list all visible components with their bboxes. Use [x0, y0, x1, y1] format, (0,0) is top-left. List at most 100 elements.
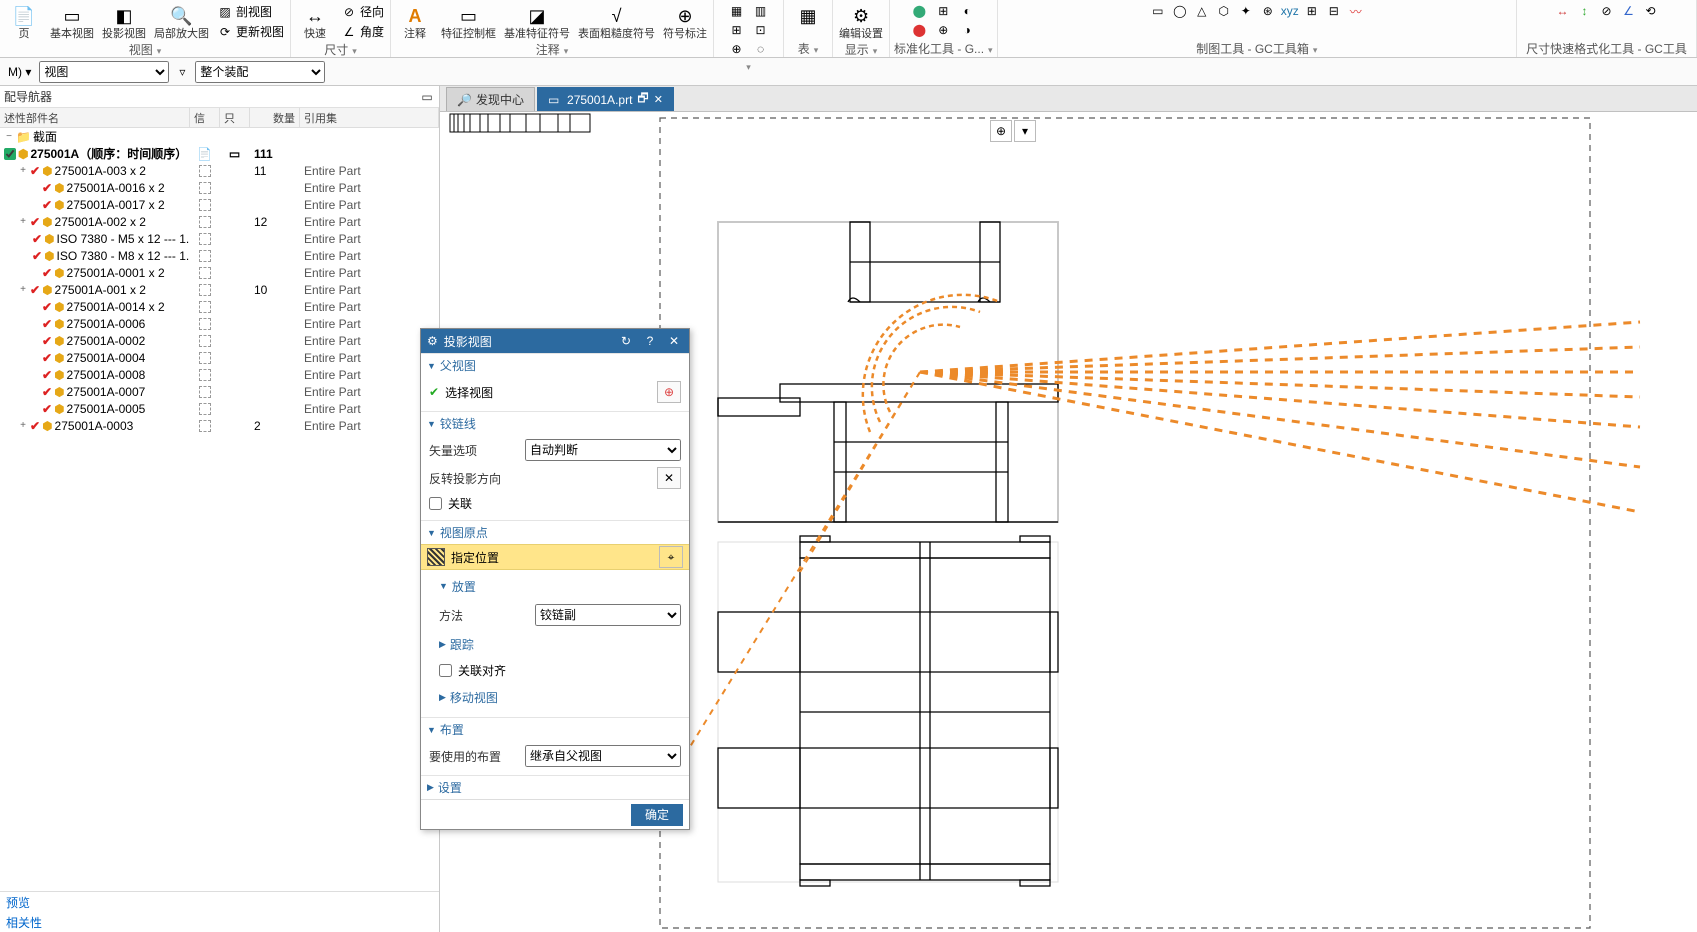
tree-row[interactable]: ✔⬢275001A-0005Entire Part	[0, 400, 439, 417]
navigator-close-icon[interactable]: ▭	[419, 89, 435, 105]
misc-4[interactable]: ▥	[751, 2, 771, 20]
filter-icon[interactable]: ▿	[173, 63, 191, 81]
dialog-titlebar[interactable]: ⚙ 投影视图 ↻ ? ✕	[421, 329, 689, 353]
df-5[interactable]: ⟲	[1641, 2, 1661, 20]
base-view-button[interactable]: ▭基本视图	[48, 2, 96, 42]
surface-finish-button[interactable]: √表面粗糙度符号	[576, 2, 657, 42]
page-button[interactable]: 📄页	[4, 2, 44, 42]
tab-part[interactable]: ▭275001A.prt🗗✕	[537, 87, 674, 111]
section-parent-view[interactable]: ▼父视图	[421, 353, 689, 377]
dialog-help-icon[interactable]: ?	[641, 332, 659, 350]
detail-view-button[interactable]: 🔍局部放大图	[152, 2, 211, 42]
tree-row[interactable]: ✔⬢275001A-0006Entire Part	[0, 315, 439, 332]
df-4[interactable]: ∠	[1619, 2, 1639, 20]
misc-2[interactable]: ⊞	[727, 21, 747, 39]
dialog-reset-icon[interactable]: ↻	[617, 332, 635, 350]
std-6[interactable]: ◑	[957, 21, 977, 39]
std-5[interactable]: ◐	[957, 2, 977, 20]
dt-6[interactable]: ⊛	[1258, 2, 1278, 20]
angle-dim-button[interactable]: ∠角度	[339, 22, 386, 41]
dt-8[interactable]: ⊞	[1302, 2, 1322, 20]
ok-button[interactable]: 确定	[631, 804, 683, 826]
tree-row[interactable]: ✔⬢275001A-0002Entire Part	[0, 332, 439, 349]
std-2[interactable]: ⬤	[909, 21, 929, 39]
tab-close-icon[interactable]: ✕	[654, 93, 663, 106]
col-info[interactable]: 信息	[190, 108, 220, 127]
tree-row[interactable]: +✔⬢275001A-001 x 210Entire Part	[0, 281, 439, 298]
df-1[interactable]: ↔	[1553, 2, 1573, 20]
rapid-dim-button[interactable]: ↔快速	[295, 2, 335, 42]
edit-settings-button[interactable]: ⚙编辑设置	[837, 2, 885, 42]
tree-row[interactable]: ✔⬢275001A-0008Entire Part	[0, 366, 439, 383]
menu-indicator[interactable]: M) ▾	[4, 65, 35, 79]
filter-select-2[interactable]: 整个装配	[195, 61, 325, 83]
section-place[interactable]: ▼放置	[429, 574, 681, 598]
section-track[interactable]: ▶跟踪	[429, 632, 681, 656]
section-layout[interactable]: ▼布置	[421, 717, 689, 741]
assembly-checkbox[interactable]	[4, 148, 16, 160]
section-hinge[interactable]: ▼铰链线	[421, 411, 689, 435]
dt-9[interactable]: ⊟	[1324, 2, 1344, 20]
specify-position-row[interactable]: 指定位置 ⌖	[421, 544, 689, 570]
fcf-button[interactable]: ▭特征控制框	[439, 2, 498, 42]
dialog-close-icon[interactable]: ✕	[665, 332, 683, 350]
col-ref[interactable]: 引用集	[300, 108, 439, 127]
std-1[interactable]: ⬤	[909, 2, 929, 20]
table-button[interactable]: ▦	[788, 2, 828, 30]
dt-2[interactable]: ◯	[1170, 2, 1190, 20]
dt-1[interactable]: ▭	[1148, 2, 1168, 20]
tree-row[interactable]: ✔⬢275001A-0004Entire Part	[0, 349, 439, 366]
filter-select-1[interactable]: 视图	[39, 61, 169, 83]
tree-row[interactable]: ✔⬢275001A-0014 x 2Entire Part	[0, 298, 439, 315]
note-button[interactable]: A注释	[395, 2, 435, 42]
tree-row[interactable]: ✔⬢275001A-0017 x 2Entire Part	[0, 196, 439, 213]
tree-row[interactable]: +✔⬢275001A-002 x 212Entire Part	[0, 213, 439, 230]
tree-row[interactable]: +✔⬢275001A-00032Entire Part	[0, 417, 439, 434]
dependency-tab[interactable]: 相关性	[0, 912, 439, 932]
tree-row[interactable]: ✔⬢ISO 7380 - M5 x 12 --- 1...Entire Part	[0, 230, 439, 247]
tree-row[interactable]: ✔⬢275001A-0007Entire Part	[0, 383, 439, 400]
misc-6[interactable]: ◌	[751, 40, 771, 58]
tree-row[interactable]: +✔⬢275001A-003 x 211Entire Part	[0, 162, 439, 179]
dt-3[interactable]: △	[1192, 2, 1212, 20]
tree-row[interactable]: ✔⬢275001A-0001 x 2Entire Part	[0, 264, 439, 281]
section-settings[interactable]: ▶设置	[421, 775, 689, 799]
projected-view-button[interactable]: ◧投影视图	[100, 2, 148, 42]
std-3[interactable]: ⊞	[933, 2, 953, 20]
misc-5[interactable]: ⊡	[751, 21, 771, 39]
tab-discovery[interactable]: 🔎发现中心	[446, 87, 535, 111]
radial-dim-button[interactable]: ⊘径向	[339, 2, 386, 21]
preview-tab[interactable]: 预览	[0, 892, 439, 912]
misc-3[interactable]: ⊕	[727, 40, 747, 58]
specify-position-button[interactable]: ⌖	[659, 546, 683, 568]
symbol-button[interactable]: ⊕符号标注	[661, 2, 709, 42]
col-qty[interactable]: 数量	[250, 108, 300, 127]
df-3[interactable]: ⊘	[1597, 2, 1617, 20]
dt-10[interactable]: 〰	[1346, 2, 1366, 20]
tree-assembly[interactable]: ⬢275001A（顺序：时间顺序） 📄▭111	[0, 145, 439, 162]
df-2[interactable]: ↕	[1575, 2, 1595, 20]
dt-5[interactable]: ✦	[1236, 2, 1256, 20]
reverse-button[interactable]: ✕	[657, 467, 681, 489]
method-select[interactable]: 铰链副	[535, 604, 681, 626]
update-view-button[interactable]: ⟳更新视图	[215, 22, 286, 41]
tree-root[interactable]: −📁 截面	[0, 128, 439, 145]
std-4[interactable]: ⊕	[933, 21, 953, 39]
navigator-tree[interactable]: −📁 截面 ⬢275001A（顺序：时间顺序） 📄▭111 +✔⬢275001A…	[0, 128, 439, 891]
select-view-button[interactable]: ⊕	[657, 381, 681, 403]
col-only[interactable]: 只	[220, 108, 250, 127]
tree-row[interactable]: ✔⬢ISO 7380 - M8 x 12 --- 1...Entire Part	[0, 247, 439, 264]
col-name[interactable]: 述性部件名	[0, 108, 190, 127]
tree-row[interactable]: ✔⬢275001A-0016 x 2Entire Part	[0, 179, 439, 196]
section-view-button[interactable]: ▨剖视图	[215, 2, 286, 21]
datum-button[interactable]: ◪基准特征符号	[502, 2, 572, 42]
vector-select[interactable]: 自动判断	[525, 439, 681, 461]
assoc-checkbox[interactable]	[429, 497, 442, 510]
dt-4[interactable]: ⬡	[1214, 2, 1234, 20]
align-checkbox[interactable]	[439, 664, 452, 677]
dt-7[interactable]: xyz	[1280, 2, 1300, 20]
section-origin[interactable]: ▼视图原点	[421, 520, 689, 544]
layout-select[interactable]: 继承自父视图	[525, 745, 681, 767]
section-move[interactable]: ▶移动视图	[429, 685, 681, 709]
misc-1[interactable]: ▦	[727, 2, 747, 20]
